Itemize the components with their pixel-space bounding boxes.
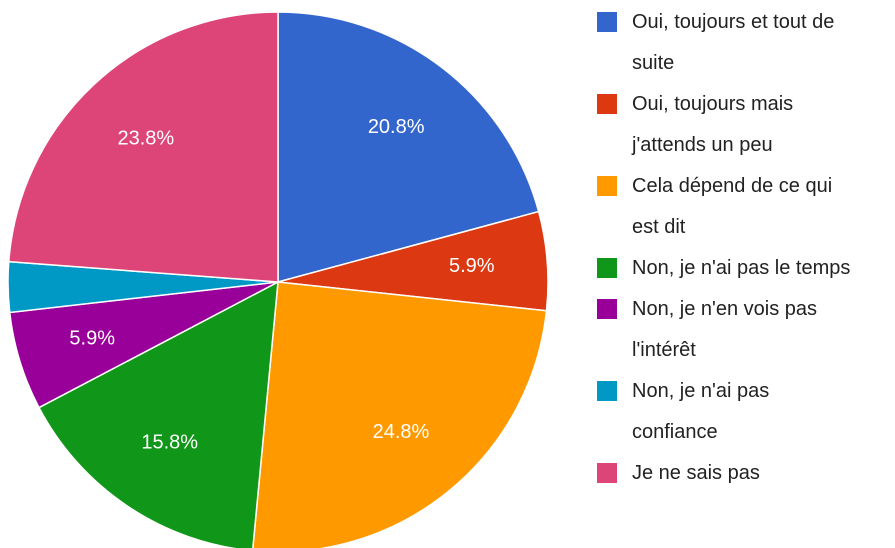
legend-label: Je ne sais pas bbox=[632, 462, 760, 484]
slice-label: 20.8% bbox=[368, 116, 425, 138]
legend-swatch bbox=[597, 94, 617, 114]
pie-slice bbox=[252, 281, 548, 548]
legend-label: Oui, toujours mais j'attends un peu bbox=[632, 93, 794, 156]
legend: Oui, toujours et tout de suite Oui, toujo… bbox=[597, 2, 895, 494]
legend-item: Non, je n'en vois pas l'intérêt bbox=[597, 289, 857, 371]
slice-label: 5.9% bbox=[69, 327, 115, 349]
legend-swatch bbox=[597, 12, 617, 32]
legend-label: Non, je n'en vois pas l'intérêt bbox=[632, 298, 818, 361]
legend-label: Cela dépend de ce qui est dit bbox=[632, 175, 833, 238]
legend-label: Oui, toujours et tout de suite bbox=[632, 11, 835, 74]
legend-swatch bbox=[597, 299, 617, 319]
legend-swatch bbox=[597, 463, 617, 483]
legend-item: Non, je n'ai pas le temps bbox=[597, 248, 857, 289]
pie-slice bbox=[7, 11, 279, 283]
slice-label: 15.8% bbox=[141, 432, 198, 454]
legend-item: Oui, toujours mais j'attends un peu bbox=[597, 84, 857, 166]
pie-slice bbox=[277, 11, 540, 283]
chart: 20.8% 5.9% 24.8% 15.8% 5.9% 23.8% bbox=[7, 11, 549, 548]
legend-label: Non, je n'ai pas confiance bbox=[632, 380, 770, 443]
legend-item: Cela dépend de ce qui est dit bbox=[597, 166, 857, 248]
pie-slice bbox=[37, 280, 279, 548]
legend-item: Je ne sais pas bbox=[597, 453, 857, 494]
legend-item: Oui, toujours et tout de suite bbox=[597, 2, 857, 84]
slice-label: 23.8% bbox=[117, 128, 174, 150]
slice-label: 5.9% bbox=[449, 255, 495, 277]
legend-swatch bbox=[597, 176, 617, 196]
slice-label: 24.8% bbox=[373, 421, 430, 443]
legend-item: Non, je n'ai pas confiance bbox=[597, 371, 857, 453]
legend-swatch bbox=[597, 258, 617, 278]
legend-swatch bbox=[597, 381, 617, 401]
legend-label: Non, je n'ai pas le temps bbox=[632, 257, 851, 279]
